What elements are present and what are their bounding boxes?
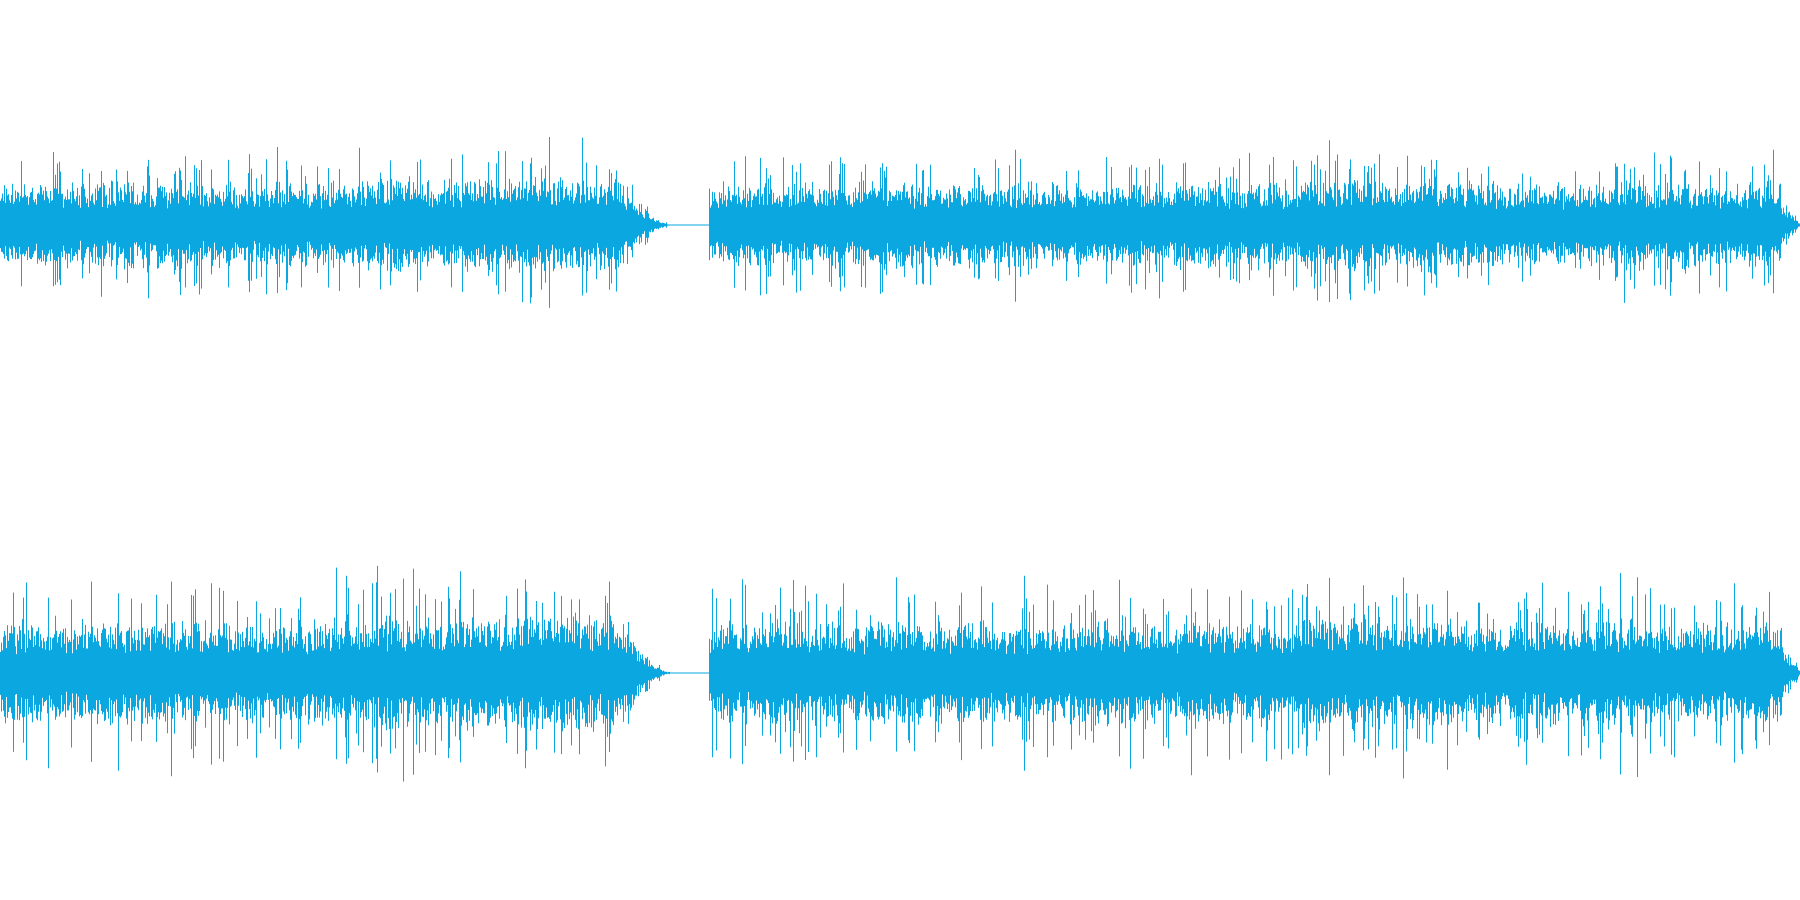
- left-channel-waveform: [0, 137, 1800, 308]
- left-channel-amplitude: [0, 137, 1800, 308]
- right-channel-amplitude: [0, 565, 1800, 782]
- right-channel-waveform: [0, 565, 1800, 782]
